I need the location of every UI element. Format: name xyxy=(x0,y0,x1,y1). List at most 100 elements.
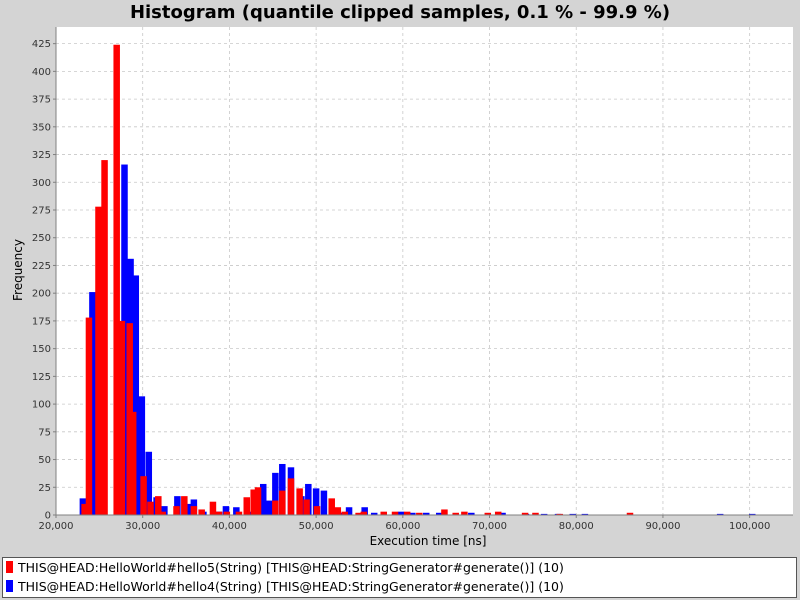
histogram-bar xyxy=(147,501,154,515)
x-tick-label: 20,000 xyxy=(39,521,74,532)
histogram-bar xyxy=(215,511,223,515)
legend-item-hello4: THIS@HEAD:HelloWorld#hello4(String) [THI… xyxy=(6,578,564,596)
histogram-bar xyxy=(296,488,303,515)
histogram-bar xyxy=(320,490,328,515)
histogram-bar xyxy=(556,513,564,515)
legend-item-hello5: THIS@HEAD:HelloWorld#hello5(String) [THI… xyxy=(6,559,564,577)
bars-layer xyxy=(79,44,756,515)
histogram-bar xyxy=(540,513,548,515)
histogram-bar xyxy=(441,509,448,515)
legend-label: THIS@HEAD:HelloWorld#hello4(String) [THI… xyxy=(18,579,564,594)
legend-swatch-blue xyxy=(6,580,13,592)
y-tick-label: 125 xyxy=(32,372,51,383)
histogram-bar xyxy=(159,511,166,515)
histogram-bar xyxy=(185,503,192,515)
histogram-bar xyxy=(155,496,162,515)
y-tick-label: 400 xyxy=(32,67,51,78)
histogram-bar xyxy=(129,411,137,515)
plot-area xyxy=(56,27,793,515)
histogram-bar xyxy=(279,463,286,515)
histogram-bar xyxy=(748,513,756,515)
histogram-bar xyxy=(145,451,153,515)
histogram-bar xyxy=(435,512,443,515)
y-tick-label: 350 xyxy=(32,122,51,133)
histogram-plot: 0 25 50 75 100 125 150 175 200 225 250 275 300 325 350… xyxy=(11,27,793,548)
histogram-bar xyxy=(190,506,198,515)
y-tick-label: 250 xyxy=(32,233,51,244)
y-tick-label: 375 xyxy=(32,95,51,106)
y-tick-label: 425 xyxy=(32,39,51,50)
histogram-bar xyxy=(521,512,529,515)
y-tick-label: 100 xyxy=(32,400,51,411)
histogram-bar xyxy=(209,501,217,515)
x-tick-label: 100,000 xyxy=(729,521,770,532)
histogram-bar xyxy=(113,44,120,515)
y-tick-label: 50 xyxy=(38,455,51,466)
y-tick-label: 75 xyxy=(38,427,51,438)
histogram-bar xyxy=(345,507,353,515)
histogram-bar xyxy=(341,511,348,515)
y-tick-label: 225 xyxy=(32,261,51,272)
histogram-bar xyxy=(233,507,240,515)
histogram-bar xyxy=(361,507,368,515)
histogram-bar xyxy=(259,483,267,515)
histogram-bar xyxy=(126,323,133,515)
y-tick-label: 0 xyxy=(45,511,51,522)
histogram-bar xyxy=(198,509,205,515)
histogram-bar xyxy=(173,506,180,515)
histogram-bar xyxy=(452,512,459,515)
histogram-bar xyxy=(380,511,387,515)
legend-swatch-red xyxy=(6,561,13,573)
histogram-bar xyxy=(287,478,295,515)
histogram-bar xyxy=(250,489,257,515)
histogram-bar xyxy=(272,500,279,515)
histogram-bar xyxy=(181,496,188,515)
histogram-bar xyxy=(532,512,539,515)
histogram-bar xyxy=(422,512,430,515)
histogram-bar xyxy=(499,512,506,515)
histogram-bar xyxy=(461,511,468,515)
histogram-bar xyxy=(468,512,475,515)
legend: THIS@HEAD:HelloWorld#hello5(String) [THI… xyxy=(2,557,797,598)
x-tick-label: 40,000 xyxy=(212,521,247,532)
y-tick-label: 25 xyxy=(38,483,51,494)
histogram-bar xyxy=(355,512,362,515)
x-tick-label: 70,000 xyxy=(472,521,507,532)
axes-layer: 0 25 50 75 100 125 150 175 200 225 250 275 300 325 350… xyxy=(32,27,793,532)
histogram-bar xyxy=(101,160,108,515)
histogram-bar xyxy=(494,511,502,515)
histogram-bar xyxy=(397,511,405,515)
x-axis-label: Execution time [ns] xyxy=(370,534,487,548)
histogram-bar xyxy=(626,512,634,515)
histogram-bar xyxy=(81,503,88,515)
histogram-bar xyxy=(416,512,423,515)
x-tick-label: 80,000 xyxy=(559,521,594,532)
histogram-bar xyxy=(235,511,243,515)
histogram-bar xyxy=(222,506,230,515)
histogram-bar xyxy=(174,496,181,515)
y-tick-label: 175 xyxy=(32,316,51,327)
x-tick-label: 50,000 xyxy=(299,521,334,532)
y-tick-label: 325 xyxy=(32,150,51,161)
histogram-bar xyxy=(334,507,342,515)
x-tick-label: 90,000 xyxy=(645,521,680,532)
x-tick-label: 60,000 xyxy=(385,521,420,532)
x-tick-label: 30,000 xyxy=(125,521,160,532)
histogram-bar xyxy=(328,498,335,515)
legend-label: THIS@HEAD:HelloWorld#hello5(String) [THI… xyxy=(18,560,564,575)
histogram-bar xyxy=(403,511,411,515)
histogram-bar xyxy=(223,511,231,515)
histogram-bar xyxy=(391,511,399,515)
histogram-bar xyxy=(138,396,146,515)
histogram-bar xyxy=(569,513,577,515)
histogram-bar xyxy=(312,488,320,515)
histogram-bar xyxy=(89,292,96,515)
histogram-bar xyxy=(581,513,589,515)
y-tick-label: 275 xyxy=(32,206,51,217)
grid-layer xyxy=(55,27,793,516)
histogram-bar xyxy=(266,500,273,515)
histogram-bar xyxy=(279,490,286,515)
histogram-bar xyxy=(254,487,262,515)
histogram-bar xyxy=(243,497,251,515)
histogram-bar xyxy=(484,512,492,515)
